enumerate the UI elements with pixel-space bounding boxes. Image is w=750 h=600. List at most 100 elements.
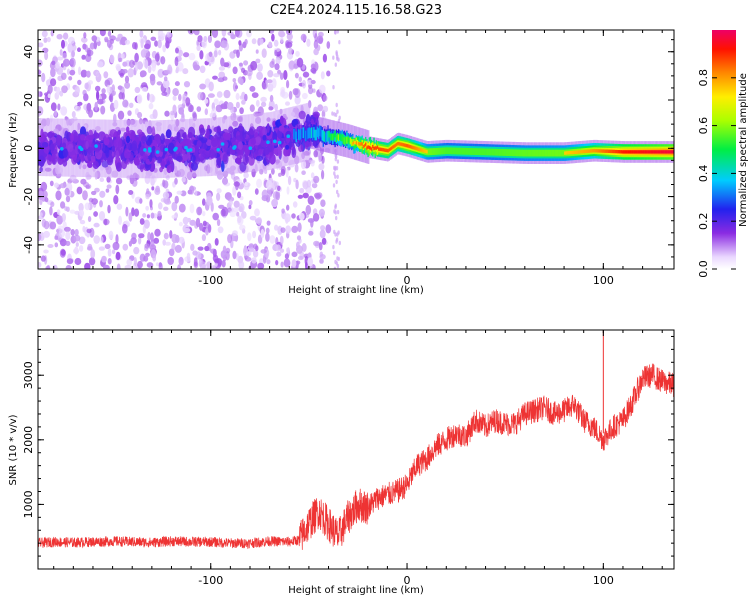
noise-blob: [261, 189, 269, 199]
spectral-blob: [200, 152, 206, 164]
ridge-segment: [383, 148, 386, 152]
noise-blob: [163, 206, 169, 211]
noise-blob: [43, 230, 50, 238]
spectral-blob: [269, 153, 276, 165]
noise-blob: [278, 30, 285, 38]
noise-blob: [122, 69, 128, 74]
noise-blob: [159, 33, 166, 38]
spectral-blob: [160, 159, 166, 170]
noise-blob: [284, 213, 291, 223]
noise-blob: [93, 211, 98, 217]
noise-blob: [319, 84, 326, 94]
ridge-segment: [472, 148, 474, 155]
noise-blob: [275, 57, 281, 65]
ridge-segment: [382, 148, 385, 152]
ridge-segment: [330, 133, 333, 141]
noise-blob: [189, 203, 195, 214]
noise-blob: [118, 92, 124, 100]
noise-blob: [174, 56, 179, 67]
colorbar-tick-label: 0.2: [697, 212, 710, 230]
noise-blob: [232, 66, 238, 75]
noise-blob: [104, 243, 111, 250]
noise-blob: [296, 57, 304, 68]
noise-blob: [246, 30, 252, 38]
noise-blob: [300, 159, 307, 170]
noise-blob: [84, 202, 91, 211]
noise-blob: [58, 229, 66, 238]
spectral-blob: [166, 165, 172, 174]
noise-blob: [265, 227, 270, 234]
noise-blob: [101, 88, 106, 94]
noise-blob: [302, 92, 308, 100]
ridge-segment: [309, 128, 312, 139]
noise-blob: [115, 177, 123, 185]
noise-blob: [134, 86, 141, 94]
ridge-segment: [312, 129, 314, 141]
ridge-segment: [499, 149, 501, 156]
noise-blob: [107, 248, 112, 257]
noise-blob: [38, 106, 44, 116]
noise-blob: [147, 65, 152, 74]
noise-blob: [65, 231, 71, 241]
noise-blob: [97, 61, 104, 68]
ridge-segment: [594, 149, 597, 153]
noise-blob: [106, 176, 111, 183]
ridge-segment: [468, 148, 471, 155]
x-tick-label: -100: [198, 274, 223, 287]
ridge-segment: [412, 145, 414, 150]
ridge-segment: [333, 133, 335, 140]
noise-blob: [199, 222, 204, 231]
ridge-segment: [394, 143, 396, 148]
noise-blob: [118, 57, 123, 63]
spectral-blob: [258, 148, 263, 155]
ridge-segment: [608, 149, 611, 153]
ridge-segment: [460, 147, 462, 155]
noise-blob: [334, 203, 337, 208]
x-tick-label: -100: [198, 574, 223, 587]
ridge-segment: [314, 129, 316, 141]
noise-blob: [307, 218, 315, 223]
noise-blob: [88, 257, 96, 266]
noise-blob: [98, 211, 106, 221]
noise-blob: [108, 230, 114, 240]
noise-blob: [38, 42, 44, 48]
ridge-segment: [361, 142, 363, 146]
noise-blob: [319, 229, 326, 239]
noise-blob: [178, 203, 186, 213]
ridge-segment: [587, 149, 589, 153]
noise-blob: [250, 60, 258, 71]
noise-blob: [308, 159, 316, 164]
noise-blob: [115, 37, 121, 42]
noise-blob: [122, 223, 128, 234]
noise-blob: [150, 212, 155, 219]
spectral-blob: [199, 127, 206, 136]
y-tick-label: -40: [22, 236, 35, 254]
noise-blob: [220, 250, 227, 259]
noise-blob: [255, 58, 261, 64]
noise-blob: [134, 52, 139, 63]
noise-blob: [171, 201, 178, 212]
noise-blob: [148, 102, 154, 110]
noise-blob: [54, 235, 59, 240]
noise-blob: [49, 206, 53, 216]
ridge-segment: [640, 150, 642, 154]
noise-blob: [139, 70, 147, 77]
noise-blob: [211, 108, 217, 118]
noise-blob: [277, 225, 283, 235]
noise-blob: [294, 88, 301, 99]
spectral-blob: [196, 140, 202, 148]
ridge-segment: [488, 148, 491, 156]
noise-blob: [313, 39, 319, 50]
y-tick-label: 20: [22, 93, 35, 107]
noise-blob: [156, 81, 163, 86]
noise-blob: [41, 218, 47, 228]
noise-blob: [302, 71, 310, 78]
noise-blob: [41, 72, 46, 83]
ridge-segment: [350, 139, 353, 146]
noise-blob: [256, 217, 263, 226]
noise-blob: [274, 49, 278, 56]
ridge-segment: [403, 143, 406, 147]
noise-blob: [233, 200, 240, 208]
noise-blob: [70, 229, 75, 236]
